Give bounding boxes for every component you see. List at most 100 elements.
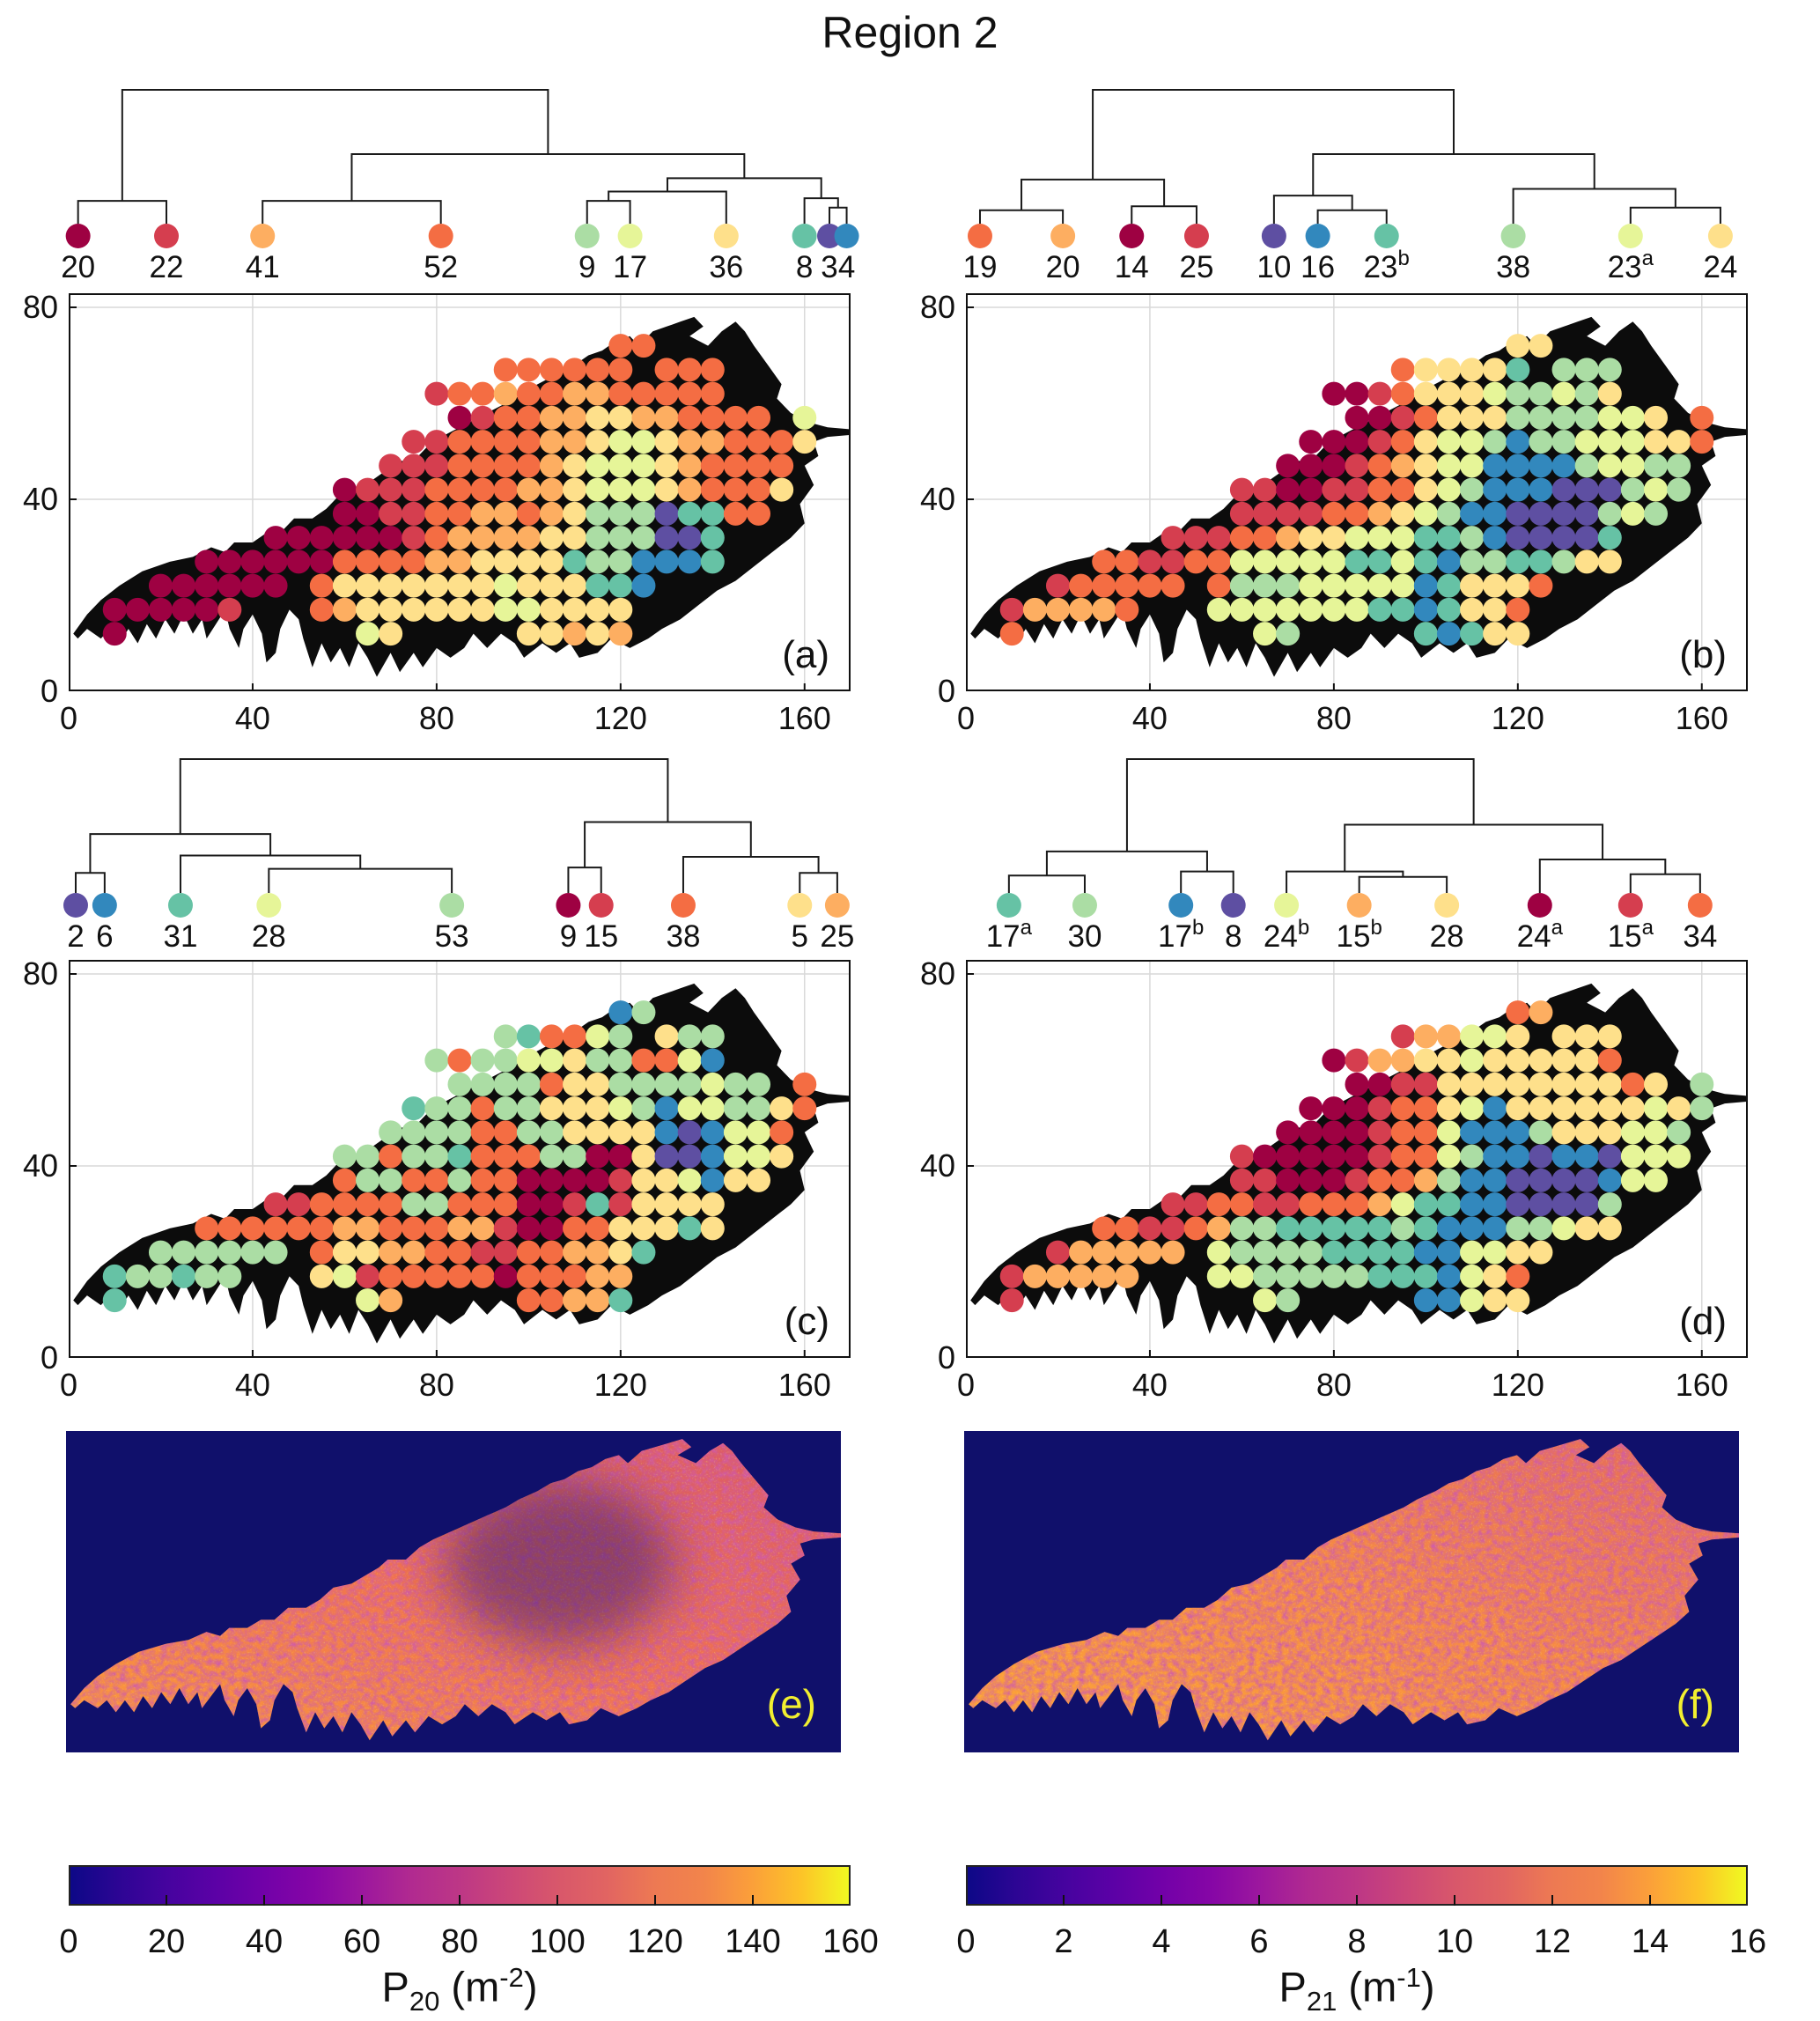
cluster-dot: [402, 1192, 426, 1217]
cluster-dot: [586, 1072, 610, 1096]
cluster-dot: [1390, 1168, 1415, 1192]
cluster-dot: [1436, 1024, 1461, 1049]
cluster-dot: [1045, 1240, 1070, 1265]
cluster-dot: [1506, 1240, 1530, 1265]
cluster-dot: [1529, 1216, 1553, 1241]
cluster-dot: [493, 430, 518, 454]
cluster-dot: [424, 526, 449, 550]
cluster-dot: [195, 1240, 219, 1265]
cluster-dot: [1115, 597, 1139, 622]
cluster-dot: [1506, 430, 1530, 454]
cluster-dot: [1529, 1072, 1553, 1096]
cluster-dot: [654, 550, 679, 574]
axes-border: [69, 960, 851, 1358]
dendrogram-link: [1316, 209, 1388, 224]
leaf-node-a-52: [428, 224, 453, 248]
cluster-dot: [1644, 1096, 1669, 1121]
dendrogram-link: [608, 190, 727, 224]
cluster-dot: [586, 573, 610, 598]
dendrogram-link: [1007, 874, 1086, 893]
cluster-dot: [1345, 430, 1369, 454]
leaf-node-b-23a: [1617, 224, 1643, 248]
cluster-dot: [1322, 1240, 1346, 1265]
cluster-dot: [1322, 597, 1346, 622]
cluster-dot: [1161, 1192, 1185, 1217]
cluster-dot: [723, 1168, 748, 1192]
cluster-dot: [539, 501, 564, 526]
leaf-node-a-4: [834, 224, 859, 248]
x-tick-label-c-120: 120: [593, 1367, 647, 1403]
cluster-dot: [1506, 1144, 1530, 1169]
cluster-dot: [1529, 405, 1553, 430]
cluster-dot: [1299, 1144, 1323, 1169]
cluster-dot: [516, 1264, 541, 1288]
cluster-dot: [1299, 550, 1323, 574]
cluster-dot: [1483, 501, 1507, 526]
cluster-dot: [747, 501, 771, 526]
cluster-dot: [1367, 1216, 1392, 1241]
panel-letter-b: (b): [1679, 633, 1727, 676]
cluster-dot: [1436, 381, 1461, 406]
cluster-dot: [379, 526, 403, 550]
cluster-dot: [470, 573, 495, 598]
cluster-dot: [447, 454, 472, 478]
cluster-dot: [1529, 454, 1553, 478]
cluster-dot: [586, 1168, 610, 1192]
cluster-dot: [1161, 1216, 1185, 1241]
cluster-dot: [1529, 1048, 1553, 1073]
cluster-dot: [747, 430, 771, 454]
cluster-dot: [631, 1072, 656, 1096]
cluster-dot: [1229, 597, 1254, 622]
cluster-dot: [1460, 573, 1485, 598]
cluster-dot: [1551, 501, 1576, 526]
cluster-dot: [747, 477, 771, 502]
cluster-dot: [1597, 405, 1622, 430]
cluster-dot: [1506, 573, 1530, 598]
cluster-dot: [563, 1072, 587, 1096]
cluster-dot: [1299, 430, 1323, 454]
cluster-dot: [402, 1240, 426, 1265]
leaf-node-a-41: [250, 224, 276, 248]
cluster-dot: [677, 1120, 702, 1145]
cluster-dot: [539, 1048, 564, 1073]
leaf-node-c-25: [824, 893, 850, 918]
cluster-dot: [1322, 1144, 1346, 1169]
cluster-dot: [493, 1120, 518, 1145]
x-tick-label-c-80: 80: [418, 1367, 454, 1403]
cluster-dot: [792, 1096, 817, 1121]
cluster-dot: [1483, 597, 1507, 622]
cluster-dot: [286, 550, 311, 574]
colorbar-tickmark-1-4: [1161, 1895, 1162, 1906]
cluster-dot: [1460, 1096, 1485, 1121]
leaf-label-d-15a: 15a: [1608, 916, 1654, 954]
cluster-dot: [1506, 358, 1530, 382]
cluster-dot: [1390, 430, 1415, 454]
dendrogram-link: [567, 867, 602, 893]
leaf-node-b-19: [967, 224, 992, 248]
cluster-dot: [1138, 1240, 1162, 1265]
cluster-dot: [700, 405, 725, 430]
cluster-dot: [1551, 1024, 1576, 1049]
cluster-dot: [1367, 526, 1392, 550]
cluster-dot: [1367, 1192, 1392, 1217]
cluster-dot: [1299, 1240, 1323, 1265]
cluster-map-c: [69, 960, 851, 1358]
cluster-dot: [1390, 1264, 1415, 1288]
cluster-dot: [379, 550, 403, 574]
colorbar-ticklabel-0-140: 140: [725, 1923, 781, 1960]
cluster-dot: [148, 597, 173, 622]
cluster-dot: [1460, 1216, 1485, 1241]
cluster-dot: [1620, 430, 1645, 454]
cluster-dot: [1322, 1048, 1346, 1073]
cluster-dot: [654, 526, 679, 550]
cluster-dot: [586, 405, 610, 430]
dendrogram-link: [74, 872, 106, 893]
cluster-dot: [654, 1192, 679, 1217]
dendrogram-link: [1125, 758, 1475, 852]
cluster-dot: [402, 1216, 426, 1241]
cluster-dot: [563, 597, 587, 622]
cluster-dot: [356, 477, 380, 502]
cluster-dot: [1597, 358, 1622, 382]
colorbar-ticklabel-1-6: 6: [1249, 1923, 1269, 1960]
